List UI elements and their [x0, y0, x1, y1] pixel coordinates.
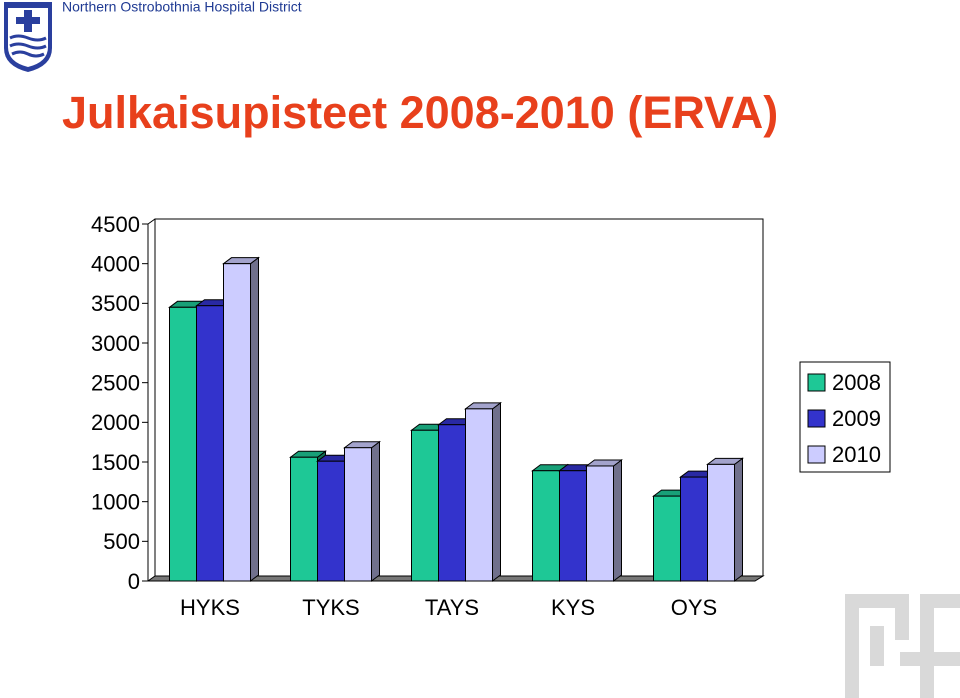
logo [4, 2, 52, 72]
bar [438, 424, 466, 582]
bar [680, 476, 708, 582]
legend-label: 2008 [832, 370, 881, 395]
bar-side [613, 458, 622, 582]
bar [532, 470, 560, 582]
x-tick-label: TAYS [425, 595, 479, 620]
y-tick-label: 3500 [91, 291, 140, 316]
bar-side [371, 440, 380, 582]
legend-label: 2010 [832, 442, 881, 467]
x-tick-label: KYS [551, 595, 595, 620]
y-tick-label: 4500 [91, 212, 140, 237]
bar [411, 429, 439, 582]
bar [317, 460, 345, 582]
y-tick-label: 0 [128, 569, 140, 594]
bar [344, 447, 372, 582]
watermark [845, 594, 960, 698]
bar-side [250, 256, 259, 582]
bar [707, 463, 735, 582]
legend-swatch [807, 445, 826, 464]
bar [559, 470, 587, 582]
x-tick-label: HYKS [180, 595, 240, 620]
x-tick-label: TYKS [302, 595, 359, 620]
y-tick-label: 500 [103, 529, 140, 554]
y-tick-label: 1500 [91, 450, 140, 475]
chart-title: Julkaisupisteet 2008-2010 (ERVA) [62, 87, 778, 138]
legend-label: 2009 [832, 406, 881, 431]
y-tick-label: 3000 [91, 331, 140, 356]
y-tick-label: 2000 [91, 410, 140, 435]
bar [223, 263, 251, 582]
bar [169, 306, 197, 582]
axis-edge [147, 218, 156, 225]
legend-swatch [807, 373, 826, 392]
bar [465, 408, 493, 582]
y-tick-label: 1000 [91, 489, 140, 514]
bar [653, 495, 681, 582]
y-tick-label: 4000 [91, 251, 140, 276]
bar-side [492, 401, 501, 582]
y-tick-label: 2500 [91, 370, 140, 395]
bar [196, 305, 224, 582]
bar [290, 456, 318, 582]
legend-swatch [807, 409, 826, 428]
x-tick-label: OYS [671, 595, 717, 620]
bar-side [734, 457, 743, 582]
bar [586, 465, 614, 582]
organization: Northern Ostrobothnia Hospital District [62, 0, 302, 15]
